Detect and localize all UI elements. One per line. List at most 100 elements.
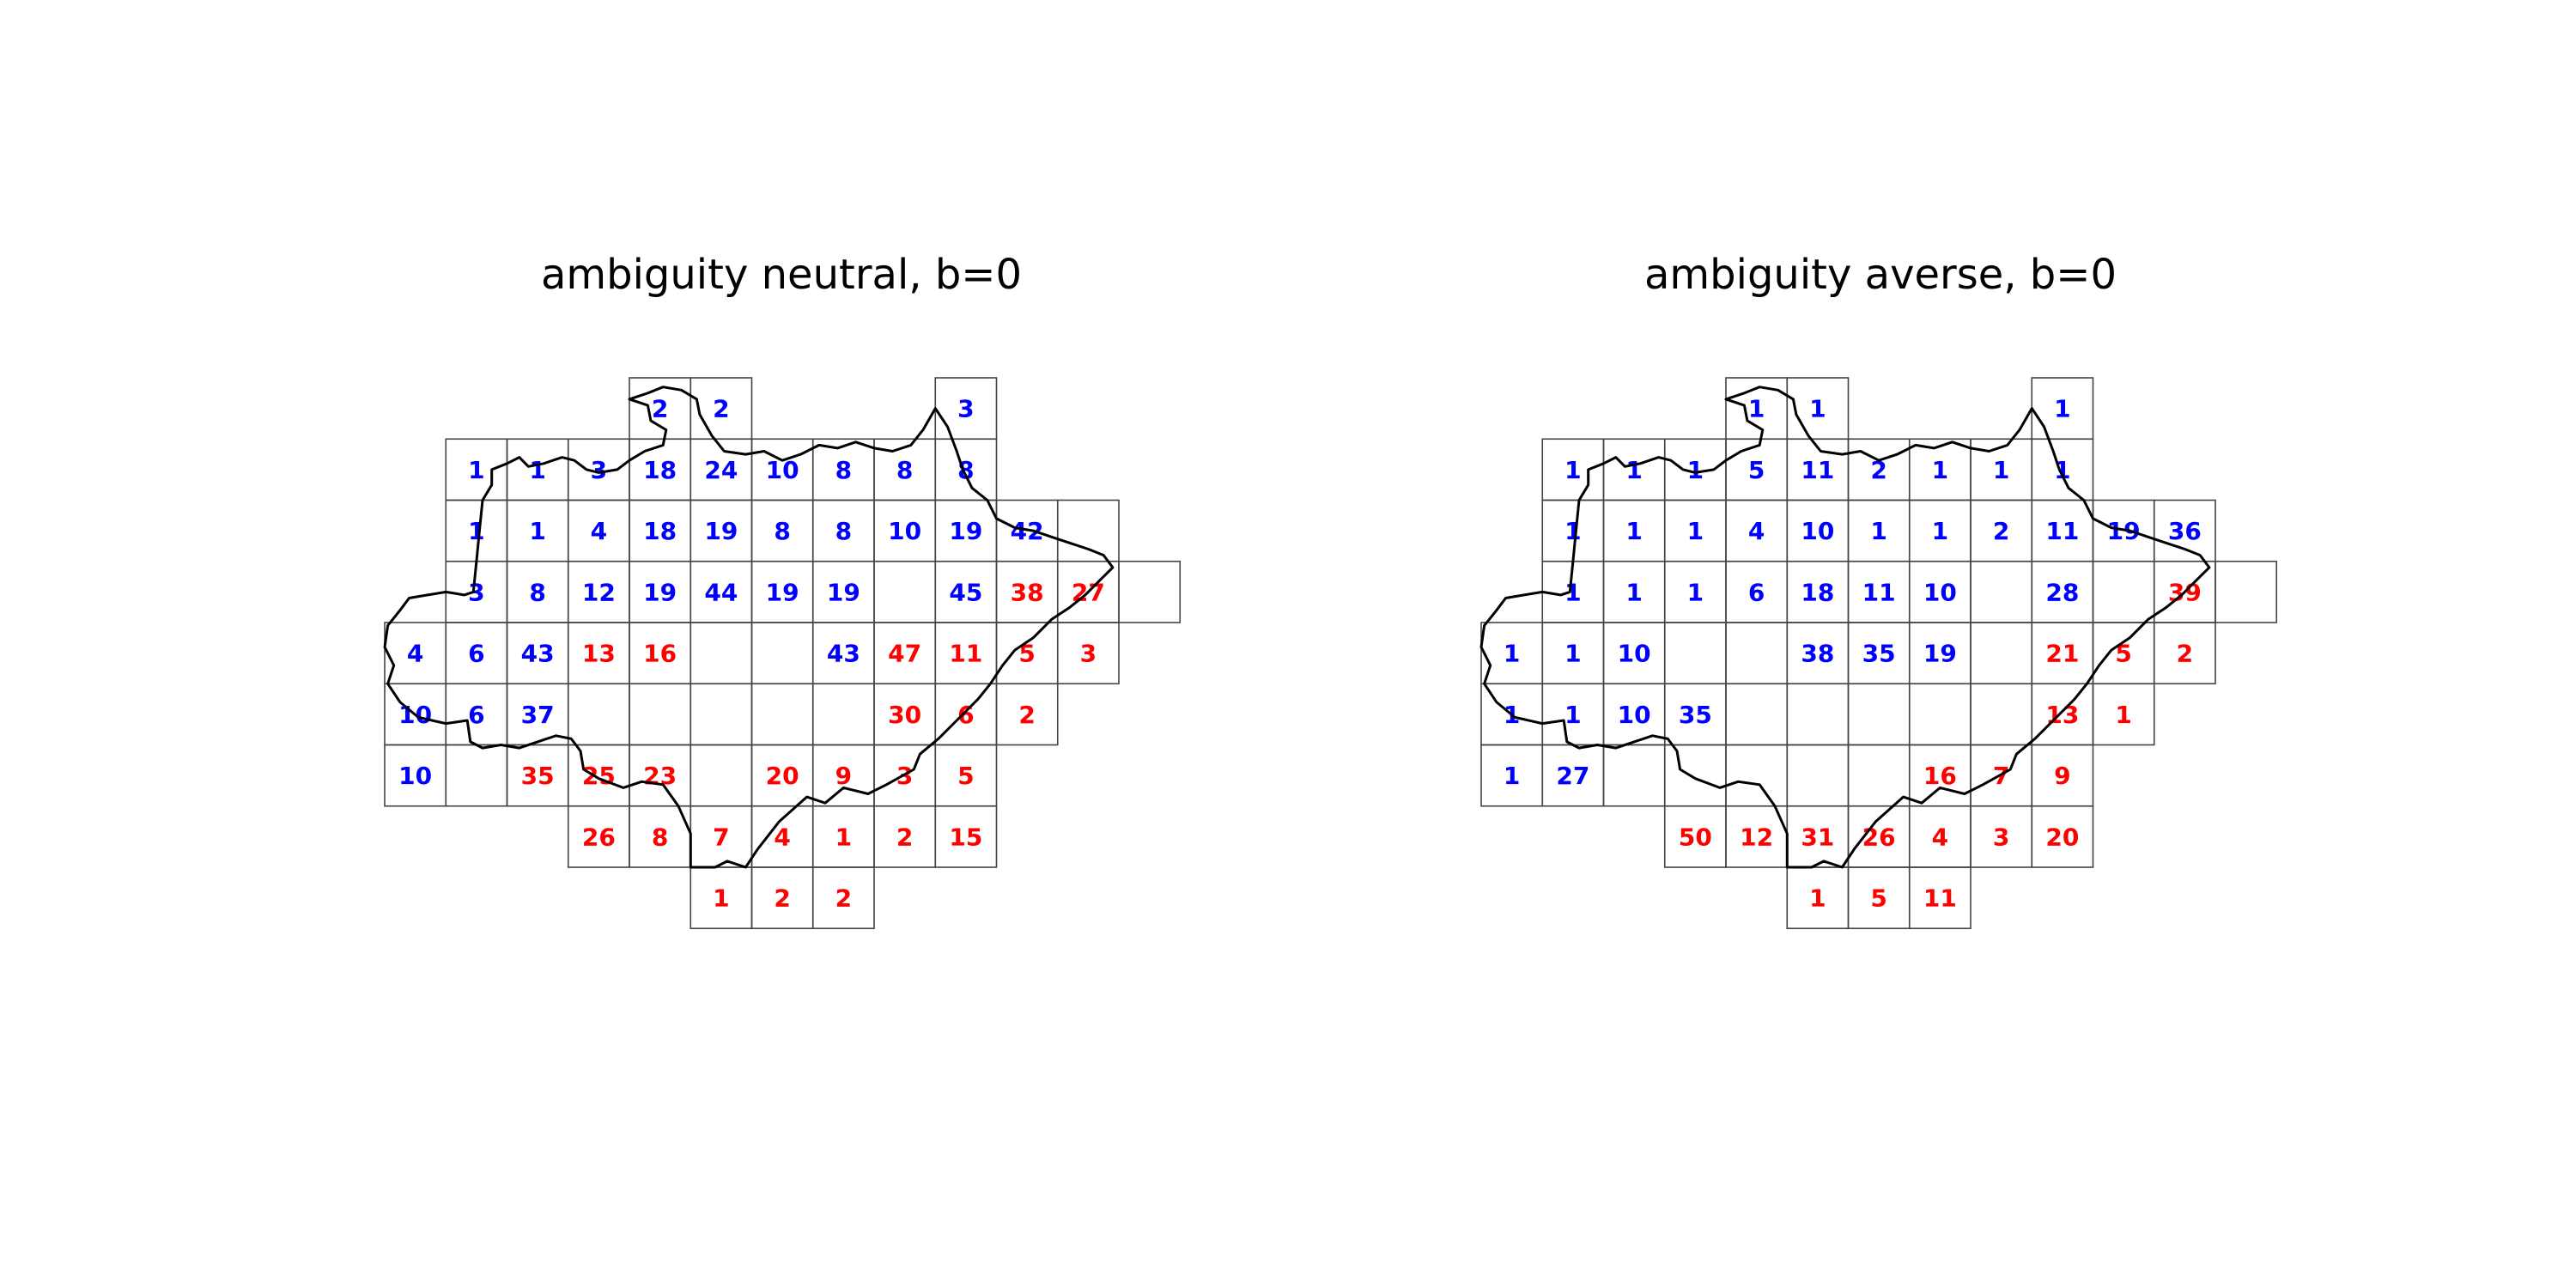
cell-value: 4 bbox=[591, 517, 607, 545]
cell-value: 10 bbox=[888, 517, 921, 545]
cell-value: 3 bbox=[1080, 640, 1097, 668]
grid-cell: 36 bbox=[2153, 499, 2216, 562]
region-boundary bbox=[1479, 386, 2211, 869]
cell-value: 1 bbox=[1993, 456, 2009, 484]
panel-ambiguity-neutral: ambiguity neutral, b=0 2 2 31 1 3 18 24 10 8 8 81 1… bbox=[383, 251, 1182, 930]
grid-cell: 50 bbox=[1663, 805, 1727, 868]
cell-value: 23 bbox=[643, 762, 677, 790]
cell-value: 19 bbox=[643, 578, 677, 606]
cell-value: 27 bbox=[1556, 762, 1589, 790]
cell-value: 8 bbox=[835, 517, 852, 545]
cell-value: 47 bbox=[888, 640, 921, 668]
cell-value: 28 bbox=[2045, 578, 2079, 606]
cell-value: 43 bbox=[521, 640, 555, 668]
cell-value: 1 bbox=[1564, 701, 1581, 729]
cell-value: 30 bbox=[888, 701, 921, 729]
cell-value: 5 bbox=[1748, 456, 1765, 484]
grid-cell: 26 bbox=[567, 805, 630, 868]
grid-cell-border bbox=[2153, 622, 2216, 685]
cell-value: 1 bbox=[1625, 456, 1642, 484]
cell-value: 26 bbox=[582, 823, 616, 851]
grid-cell: 3 bbox=[1056, 622, 1120, 685]
region-boundary bbox=[383, 386, 1115, 869]
cell-value: 24 bbox=[704, 456, 738, 484]
cell-value: 45 bbox=[949, 578, 982, 606]
grid-cell: 2 bbox=[2153, 622, 2216, 685]
grid-cell: 20 bbox=[2031, 805, 2094, 868]
cell-value: 1 bbox=[2115, 701, 2131, 729]
grid-cell-border bbox=[2092, 683, 2155, 746]
cell-value: 26 bbox=[1862, 823, 1896, 851]
cell-value: 18 bbox=[643, 517, 677, 545]
cell-value: 1 bbox=[529, 517, 545, 545]
grid-cell: 11 bbox=[1908, 866, 1971, 930]
cell-value: 4 bbox=[1932, 823, 1948, 851]
grid-cell bbox=[2215, 560, 2278, 623]
cell-value: 19 bbox=[1923, 640, 1957, 668]
cell-value: 2 bbox=[896, 823, 913, 851]
cell-value: 2 bbox=[2177, 640, 2193, 668]
cell-value: 1 bbox=[1504, 640, 1520, 668]
cell-value: 44 bbox=[704, 578, 738, 606]
cell-value: 4 bbox=[407, 640, 423, 668]
cell-value: 1 bbox=[1809, 395, 1826, 423]
cell-value: 10 bbox=[398, 762, 432, 790]
cell-value: 12 bbox=[582, 578, 616, 606]
cell-value: 1 bbox=[529, 456, 545, 484]
cell-value: 20 bbox=[766, 762, 799, 790]
cell-value: 1 bbox=[1687, 456, 1704, 484]
panel-title: ambiguity averse, b=0 bbox=[1644, 251, 2117, 299]
cell-value: 6 bbox=[468, 701, 484, 729]
cell-value: 5 bbox=[2115, 640, 2131, 668]
cell-value: 1 bbox=[835, 823, 852, 851]
cell-value: 16 bbox=[643, 640, 677, 668]
cell-value: 2 bbox=[1870, 456, 1886, 484]
cell-value: 10 bbox=[1801, 517, 1834, 545]
cell-value: 20 bbox=[2045, 823, 2079, 851]
cell-value: 8 bbox=[835, 456, 852, 484]
cell-value: 19 bbox=[766, 578, 799, 606]
cell-value: 1 bbox=[1687, 578, 1704, 606]
cell-value: 4 bbox=[774, 823, 790, 851]
cell-value: 1 bbox=[1809, 884, 1826, 913]
grid-cell: 35 bbox=[506, 744, 569, 807]
cell-value: 35 bbox=[1862, 640, 1896, 668]
cell-value: 1 bbox=[1625, 517, 1642, 545]
cell-value: 37 bbox=[521, 701, 555, 729]
cell-value: 50 bbox=[1679, 823, 1712, 851]
cell-value: 1 bbox=[1564, 640, 1581, 668]
grid-cell: 2 bbox=[811, 866, 875, 930]
cell-value: 25 bbox=[582, 762, 616, 790]
cell-value: 6 bbox=[468, 640, 484, 668]
cell-value: 3 bbox=[591, 456, 607, 484]
cell-value: 11 bbox=[1923, 884, 1957, 913]
grid-cell-border bbox=[995, 683, 1059, 746]
grid-cell-border bbox=[934, 805, 998, 868]
grid-cell: 2 bbox=[995, 683, 1059, 746]
cell-value: 10 bbox=[1923, 578, 1957, 606]
cell-value: 38 bbox=[1801, 640, 1834, 668]
cell-value: 1 bbox=[1687, 517, 1704, 545]
cell-value: 2 bbox=[774, 884, 790, 913]
cell-value: 21 bbox=[2045, 640, 2079, 668]
grid-cell: 13 bbox=[567, 622, 630, 685]
cell-value: 3 bbox=[1993, 823, 2009, 851]
cell-value: 1 bbox=[1932, 456, 1948, 484]
grid-cell-border bbox=[2031, 805, 2094, 868]
grid-cell: 10 bbox=[1602, 622, 1666, 685]
cell-value: 10 bbox=[1618, 640, 1651, 668]
cell-value: 1 bbox=[1748, 395, 1765, 423]
cell-value: 11 bbox=[1801, 456, 1834, 484]
cell-value: 18 bbox=[1801, 578, 1834, 606]
cell-value: 5 bbox=[1018, 640, 1035, 668]
cell-value: 1 bbox=[1932, 517, 1948, 545]
cell-value: 1 bbox=[1625, 578, 1642, 606]
cell-value: 1 bbox=[1564, 456, 1581, 484]
grid-cell: 15 bbox=[934, 805, 998, 868]
grid-cell: 27 bbox=[1541, 744, 1605, 807]
cell-value: 8 bbox=[896, 456, 913, 484]
cell-value: 13 bbox=[582, 640, 616, 668]
cell-value: 1 bbox=[468, 517, 484, 545]
cell-value: 1 bbox=[2054, 395, 2070, 423]
